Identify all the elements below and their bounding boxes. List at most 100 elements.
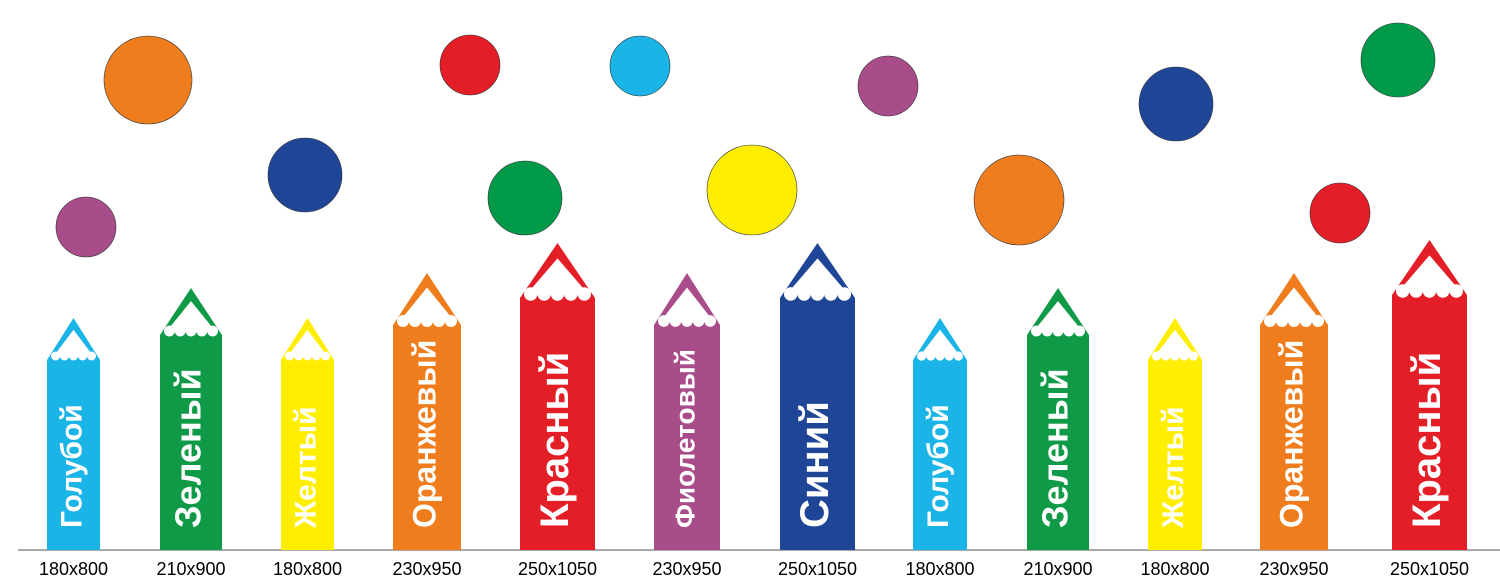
pencil-label: Зеленый: [168, 368, 209, 528]
pencil: Голубой 180x800: [905, 318, 975, 579]
pencil-scallop: [294, 351, 303, 361]
pencil-scallop: [78, 351, 87, 361]
pencil-scallop: [1276, 315, 1288, 327]
pencil: Красный 250x1050: [1390, 240, 1469, 579]
pencil-scallop: [577, 287, 591, 301]
pencil-scallop: [312, 351, 321, 361]
dot: [973, 154, 1065, 246]
pencil-scallop: [1188, 351, 1198, 361]
dot: [609, 35, 671, 97]
pencil-wood: [1398, 255, 1461, 292]
pencil-scallop: [445, 315, 457, 327]
pencil-scallop: [1264, 315, 1276, 327]
pencil-body: [654, 325, 720, 550]
pencil: Синий 250x1050: [778, 243, 857, 579]
pencil-body: [1392, 295, 1467, 550]
pencil-body: [520, 298, 595, 550]
pencil-scallop: [164, 325, 175, 337]
pencil: Желтый 180x800: [1140, 318, 1210, 579]
pencil-size: 180x800: [273, 559, 342, 579]
pencil-scallop: [321, 351, 330, 361]
pencil-scallop: [1288, 315, 1300, 327]
pencil-wood: [1266, 287, 1322, 322]
dot: [857, 55, 919, 117]
pencil-scallop: [1449, 284, 1464, 298]
pencil-scallop: [797, 287, 811, 301]
pencil-size: 180x800: [39, 559, 108, 579]
pencil-scallop: [524, 287, 538, 301]
pencil-size: 210x900: [1023, 559, 1092, 579]
pencil-wood: [166, 301, 216, 332]
pencil-wood: [53, 329, 94, 357]
pencil-scallop: [669, 315, 682, 327]
pencil-wood: [526, 258, 589, 295]
dot: [267, 137, 343, 213]
pencil-scallop: [537, 287, 551, 301]
pencil: Желтый 180x800: [273, 318, 342, 579]
pencil-scallop: [564, 287, 578, 301]
pencil-scallop: [1074, 325, 1085, 337]
dot: [706, 144, 798, 236]
pencil-size: 250x1050: [518, 559, 597, 579]
pencil-scallop: [1031, 325, 1042, 337]
pencil-scallop: [397, 315, 409, 327]
pencil-body: [780, 298, 855, 550]
pencil-label: Оранжевый: [1273, 340, 1309, 528]
pencil-scallop: [935, 351, 945, 361]
dot: [1309, 182, 1371, 244]
pencil-scallop: [917, 351, 927, 361]
pencil-scallop: [810, 287, 825, 301]
pencil-scallop: [1422, 284, 1437, 298]
pencil-scallop: [1152, 351, 1162, 361]
pencil-scallop: [185, 325, 197, 337]
pencil-size: 230x950: [1259, 559, 1328, 579]
pencil-wood: [786, 258, 849, 295]
pencil-body: [1027, 335, 1089, 550]
pencil-scallop: [658, 315, 670, 327]
pencil-scallop: [433, 315, 445, 327]
pencil-scallop: [692, 315, 705, 327]
dot: [103, 35, 193, 125]
pencil-scallop: [953, 351, 964, 361]
pencil-scallop: [60, 351, 69, 361]
pencil: Голубой 180x800: [39, 318, 108, 579]
pencil-scallop: [174, 325, 186, 337]
pencil-scallop: [837, 287, 851, 301]
pencil-size: 250x1050: [1390, 559, 1469, 579]
pencil-scallop: [421, 315, 433, 327]
pencil-wood: [1033, 301, 1083, 332]
pencil-scallop: [944, 351, 954, 361]
pencil-scallop: [1063, 325, 1075, 337]
pencil: Зеленый 210x900: [156, 288, 226, 579]
pencil-label: Зеленый: [1035, 368, 1076, 528]
pencil-label: Оранжевый: [406, 340, 442, 528]
pencil-scallop: [1052, 325, 1064, 337]
pencil-body: [1148, 360, 1202, 550]
pencil-scallop: [196, 325, 208, 337]
dot: [1360, 22, 1436, 98]
pencil-label: Красный: [533, 352, 577, 528]
pencil-wood: [1154, 329, 1196, 357]
pencil-body: [281, 360, 334, 550]
pencil-scallop: [926, 351, 936, 361]
pencil-body: [47, 360, 100, 550]
pencil-label: Желтый: [289, 406, 322, 529]
pencil-scallop: [1161, 351, 1171, 361]
pencil-scallop: [69, 351, 78, 361]
pencil-scallop: [550, 287, 565, 301]
pencil-scallop: [1041, 325, 1053, 337]
pencil-scallop: [1396, 284, 1410, 298]
pencil-label: Голубой: [55, 404, 88, 528]
pencil-label: Синий: [793, 401, 837, 528]
pencil-scallop: [1179, 351, 1189, 361]
pencil-scallop: [784, 287, 798, 301]
pencil-scallop: [87, 351, 96, 361]
pencil-wood: [399, 287, 455, 322]
pencil: Оранжевый 230x950: [1259, 273, 1329, 579]
pencil-size: 250x1050: [778, 559, 857, 579]
pencil-label: Фиолетовый: [669, 349, 700, 528]
pencil-scallop: [704, 315, 716, 327]
pencil: Зеленый 210x900: [1023, 288, 1093, 579]
pencil-scallop: [303, 351, 312, 361]
